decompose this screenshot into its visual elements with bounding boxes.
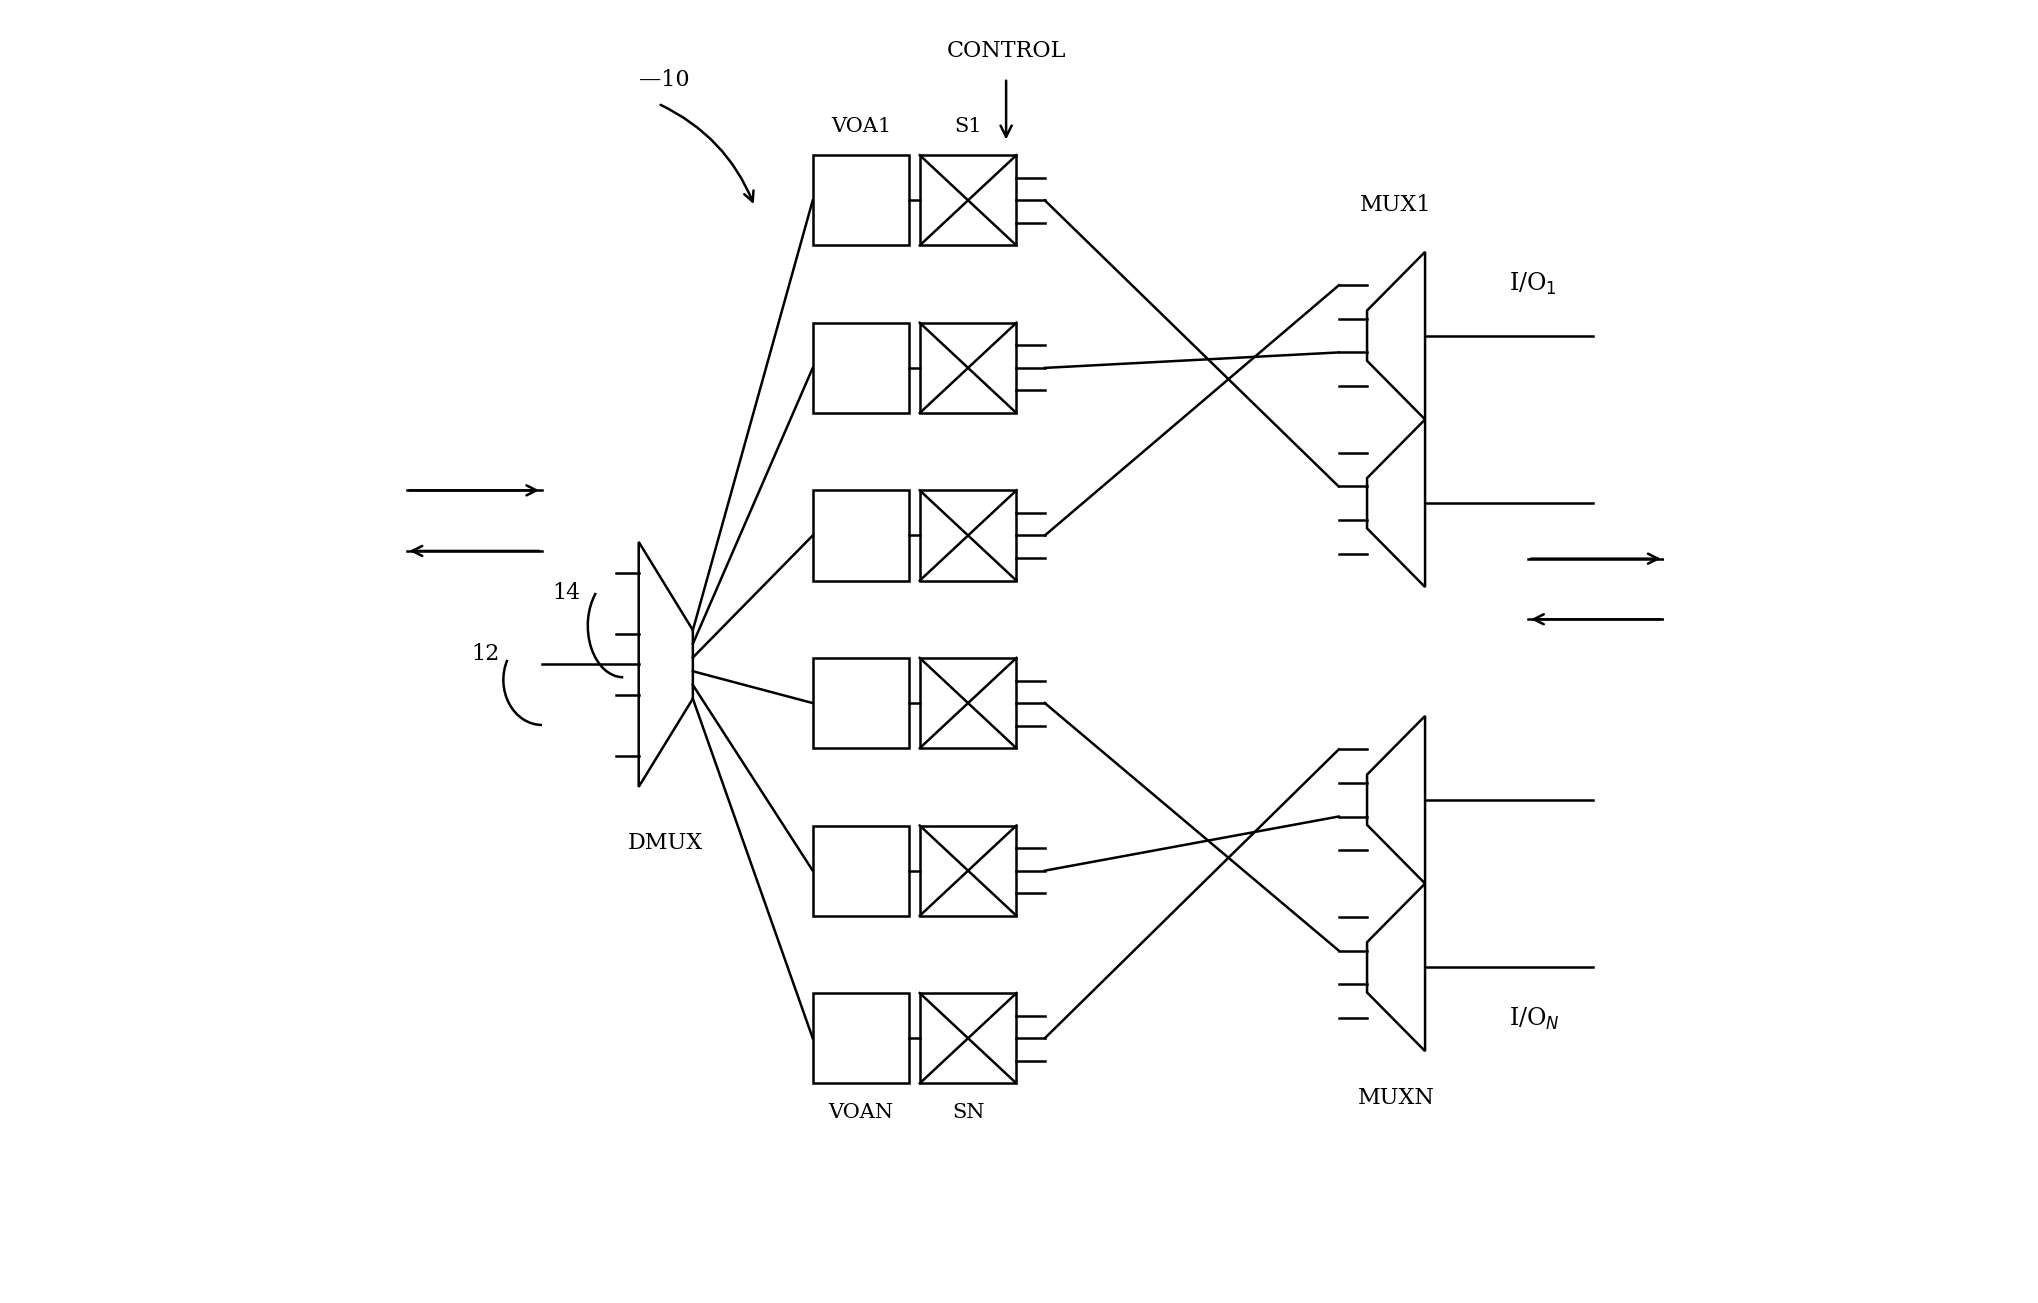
Text: CONTROL: CONTROL [946,40,1066,63]
Bar [919,993,1017,1083]
Text: 14: 14 [552,582,581,605]
Text: MUXN: MUXN [1357,1087,1435,1109]
Text: MUX1: MUX1 [1359,194,1433,216]
Bar [813,658,909,748]
Bar [813,155,909,245]
Text: —10: —10 [638,69,689,91]
Bar [919,490,1017,581]
Bar [919,155,1017,245]
Text: SN: SN [952,1102,984,1122]
Bar [813,826,909,916]
Bar [813,993,909,1083]
Text: VOAN: VOAN [829,1102,893,1122]
Bar [919,658,1017,748]
Text: I/O$_1$: I/O$_1$ [1508,271,1557,297]
Bar [919,826,1017,916]
Text: I/O$_N$: I/O$_N$ [1508,1006,1559,1032]
Text: VOA1: VOA1 [832,117,891,136]
Text: 12: 12 [471,644,499,665]
Bar [813,490,909,581]
Text: DMUX: DMUX [628,833,703,853]
Text: S1: S1 [954,117,982,136]
Bar [919,323,1017,413]
Bar [813,323,909,413]
